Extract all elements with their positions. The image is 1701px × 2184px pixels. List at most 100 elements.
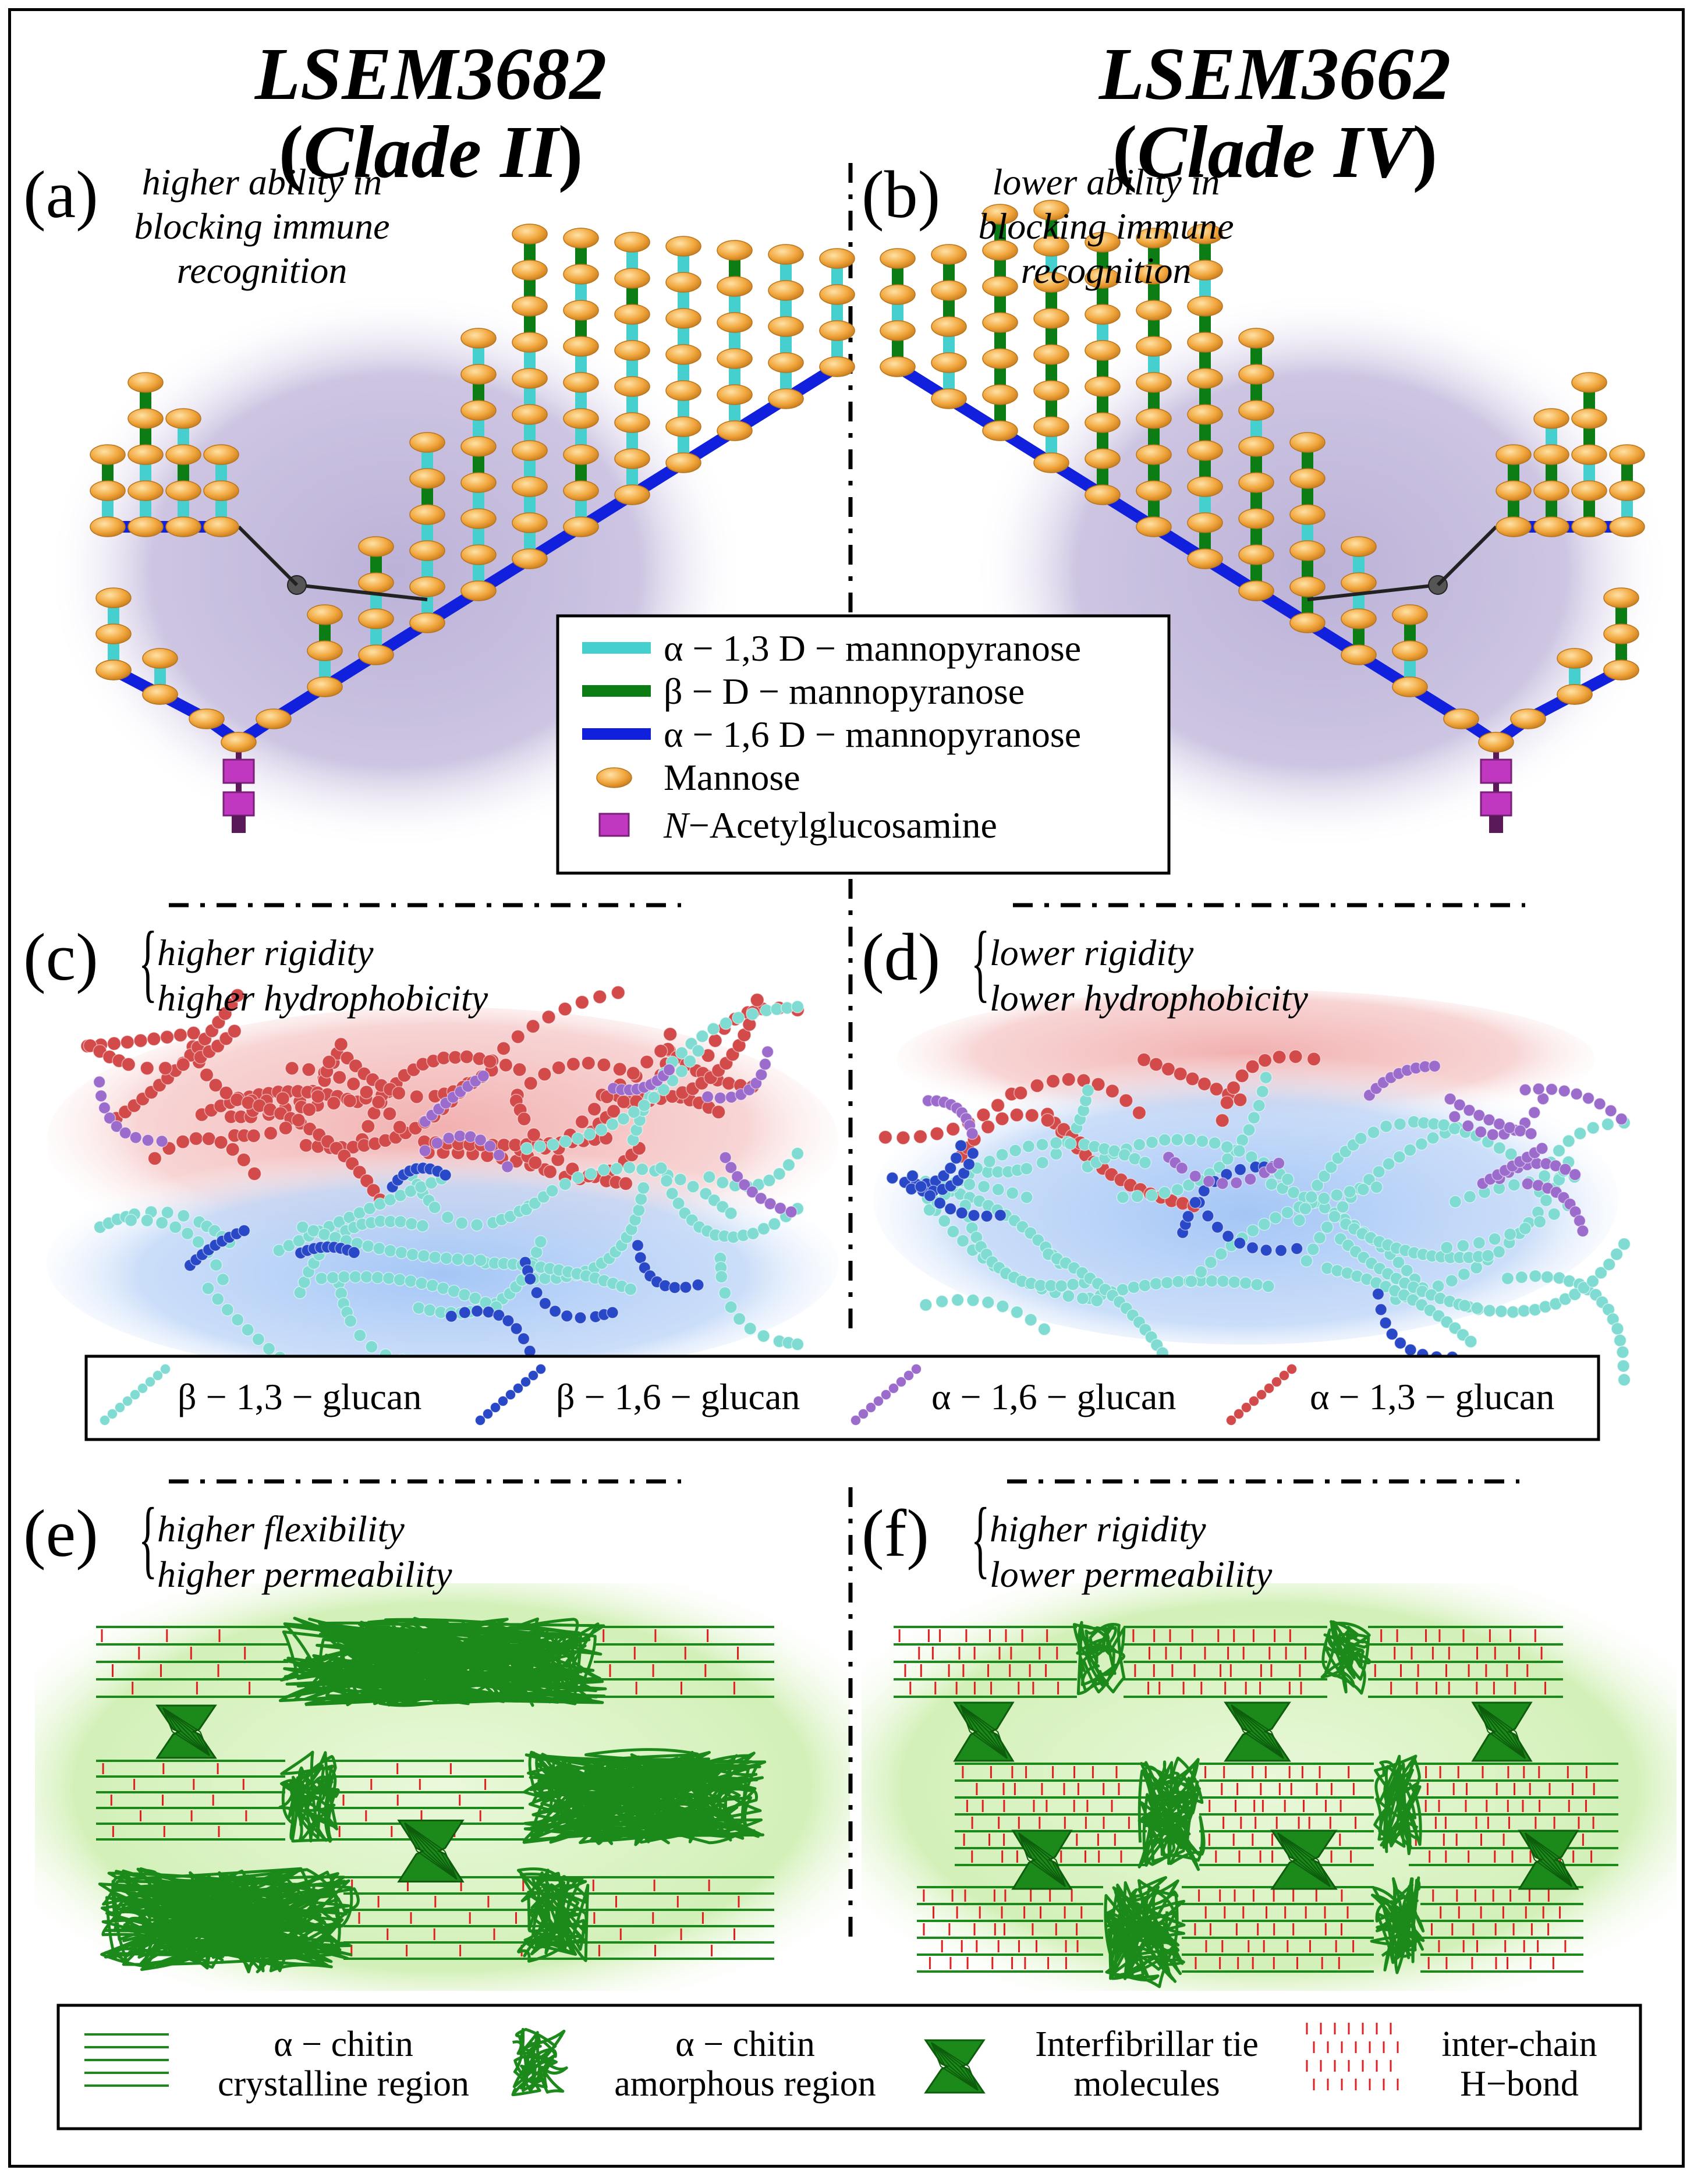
glucan-residue [991,1183,1005,1196]
glucan-residue [1171,1183,1184,1197]
glucan-residue [782,1158,796,1172]
mannose-unit [127,372,164,393]
glucan-residue [180,1226,194,1240]
mannose-unit [1238,328,1274,349]
nag-square-icon [598,813,630,837]
glucan-residue [505,1389,516,1400]
glucan-residue [1529,1269,1542,1283]
glucan-residue [1008,1144,1022,1157]
glucan-residue [93,1076,106,1089]
glucan-residue [881,1389,891,1400]
mannose-unit [614,340,650,361]
red-glucan-chain [1136,1052,1248,1107]
tie-strand [1525,1832,1540,1860]
glucan-residue [618,1176,633,1191]
mannose-unit [614,448,650,469]
glucan-residue [559,1134,572,1148]
glucan-residue [1246,1241,1259,1254]
glucan-residue [994,1208,1007,1222]
panel-letter-d: (d) [862,920,941,995]
mannose-unit [1289,432,1326,453]
glucan-residue [548,1304,562,1318]
amorphous-tangle [1072,1621,1126,1696]
glucan-residue [115,1402,125,1413]
mannose-unit [982,276,1018,297]
amorphous-tangle [1104,1876,1186,1988]
tie-strand [1277,1832,1291,1860]
glucan-residue [1492,1245,1506,1258]
mannose-unit [1609,444,1645,465]
glucan-residue [1525,1127,1537,1140]
mannose-unit [1341,608,1377,629]
glucan-residue [1457,1267,1471,1281]
mannose-unit [768,388,804,409]
glucan-residue [526,1019,540,1034]
glucan-residue [1066,1278,1080,1291]
glucan-residue [1257,1053,1273,1068]
glucan-residue [996,1299,1009,1313]
legend-alpha13-mannopyranose: α − 1,3 D − mannopyranose [664,627,1082,669]
glucan-residue [1448,1110,1461,1123]
glucan-residue [103,1112,116,1125]
glucan-residue [526,1128,541,1142]
tie-strand [979,1731,1008,1759]
mannose-unit [614,484,650,505]
mannose-unit [307,604,343,625]
mannose-unit [1557,648,1593,669]
glucan-residue [502,1314,515,1327]
glucan-residue [145,1377,155,1387]
glucan-residue [227,1024,242,1038]
glucan-residue [241,1323,254,1336]
glucan-residue [1593,1097,1606,1111]
mannose-unit [1033,344,1069,365]
glucan-residue [533,1140,547,1153]
glucan-residue [1220,1095,1234,1110]
glucan-residue [1132,1105,1147,1120]
glucan-residue [944,1203,957,1215]
glucan-residue [208,1078,223,1093]
mannose-unit [982,420,1018,441]
legend-hbond: inter-chain H−bond [1441,2025,1597,2104]
tie-strand [960,1704,975,1732]
red-glucan-chain [147,1131,262,1181]
glucan-residue [1552,1144,1566,1158]
glucan-residue [459,1050,474,1064]
glucan-residue [1185,1275,1198,1288]
glucan-residue [520,1377,531,1387]
chitin-amorphous-region [278,1750,340,1843]
mannose-unit [1187,296,1223,317]
glucan-residue [1292,1214,1306,1227]
glucan-residue [1393,1117,1407,1131]
glucan-residue [708,1033,722,1048]
glucan-residue [225,1142,240,1157]
glucan-residue [445,1310,458,1323]
glucan-residue [1426,1131,1440,1145]
panel-c-note: higher rigidity higher hydrophobicity [157,932,488,1019]
tie-strand [1041,1859,1066,1887]
glucan-residue [1379,1316,1392,1329]
glucan-residue [1233,1093,1248,1107]
glucan-residue [662,1027,678,1041]
mannose-unit [1238,508,1274,529]
glucan-residue [1515,1270,1528,1284]
glucan-residue [230,988,245,1003]
glucan-residue [763,1173,776,1187]
glucan-residue [160,1364,171,1374]
column-title-left: LSEM3682 (Clade II) [140,35,722,191]
glucan-residue [674,1173,688,1186]
glucan-residue [647,1091,661,1104]
mannose-unit [1557,684,1593,705]
nag-stem [1493,748,1499,763]
tie-strand [988,1731,1008,1759]
glucan-residue [406,1247,420,1261]
purple-glucan-chain [922,1094,979,1140]
amorphous-tangle [1320,1620,1372,1695]
mannose-unit [614,232,650,253]
glucan-residue [956,1234,970,1247]
glucan-residue [1617,1237,1631,1251]
glucan-residue [597,1163,611,1177]
glucan-residue [1463,1104,1476,1117]
tie-strand [1548,1859,1572,1887]
nag-stem [236,748,242,763]
chitin-crystalline-region [594,1626,774,1698]
